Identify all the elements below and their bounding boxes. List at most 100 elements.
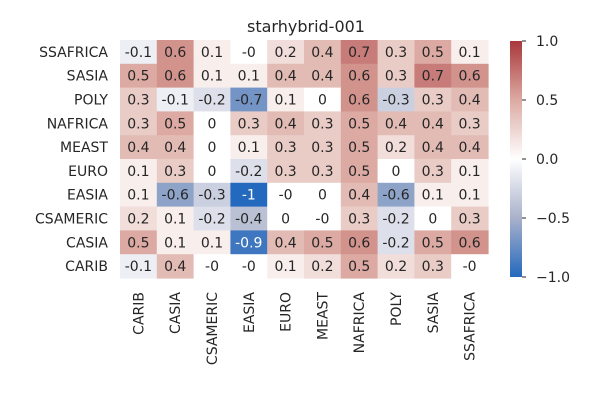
heatmap-cell [377, 254, 415, 279]
heatmap-cell [451, 135, 489, 160]
column-tick-label: MEAST [315, 292, 331, 340]
heatmap-cell [193, 40, 231, 65]
heatmap-cell [451, 206, 489, 231]
heatmap-cell [230, 254, 268, 279]
cell-value-label: 0.4 [385, 116, 407, 132]
heatmap-cell [340, 135, 379, 160]
cell-value-label: 0.5 [348, 164, 370, 180]
cell-value-label: 0.1 [127, 188, 149, 204]
cell-value-label: 0.3 [127, 116, 149, 132]
heatmap-cell [193, 206, 231, 231]
heatmap-cell [304, 135, 342, 160]
cell-value-label: -0.7 [235, 93, 262, 109]
heatmap-cell [304, 63, 342, 89]
heatmap-cell [304, 111, 342, 136]
heatmap-cell [414, 254, 452, 279]
heatmap-cell [340, 230, 379, 255]
heatmap-cell [267, 206, 305, 231]
row-tick-label: POLY [74, 93, 108, 109]
heatmap-cell [304, 254, 342, 279]
heatmap-cell [156, 40, 195, 65]
cell-value-label: 0.3 [311, 164, 333, 180]
heatmap-cell [340, 87, 379, 112]
heatmap-cell [156, 182, 195, 208]
heatmap-cell [267, 159, 305, 184]
colorbar-tick-label: 0.0 [536, 152, 558, 168]
cell-value-label: 0.1 [238, 140, 260, 156]
cell-value-label: 0.6 [348, 69, 370, 85]
cell-value-label: 0.4 [311, 45, 333, 61]
heatmap-cell [230, 230, 268, 255]
cell-value-label: 0.3 [274, 164, 296, 180]
heatmap-cell [120, 206, 158, 231]
cell-value-label: -0.6 [382, 188, 409, 204]
cell-value-label: 0.1 [201, 69, 223, 85]
cell-value-label: 0.5 [422, 45, 444, 61]
cell-value-label: 0.2 [127, 212, 149, 228]
heatmap-cell [193, 159, 231, 184]
cell-value-label: 0.5 [164, 116, 186, 132]
heatmap-cell [230, 87, 268, 112]
heatmap-cell [377, 40, 415, 65]
cell-value-label: 0 [208, 116, 217, 132]
heatmap-cell [230, 182, 268, 208]
heatmap-cell [230, 63, 268, 89]
row-tick-label: NAFRICA [47, 116, 109, 132]
heatmap-cell [414, 159, 452, 184]
cell-value-label: 0.6 [458, 69, 480, 85]
heatmap-cell [304, 87, 342, 112]
cell-value-label: 0.1 [164, 212, 186, 228]
cell-value-label: 0.4 [348, 188, 370, 204]
heatmap-cell [304, 159, 342, 184]
row-tick-label: SASIA [67, 69, 109, 85]
cell-value-label: 0.4 [458, 140, 480, 156]
heatmap-cell [451, 40, 489, 65]
heatmap-cell [451, 63, 489, 89]
cell-value-label: -0.4 [235, 212, 262, 228]
cell-value-label: 0.3 [348, 212, 370, 228]
heatmap-cell [156, 159, 195, 184]
cell-value-label: 0.5 [127, 235, 149, 251]
cell-value-label: 0.4 [458, 93, 480, 109]
heatmap-cell [340, 111, 379, 136]
cell-value-label: 0.3 [238, 116, 260, 132]
cell-value-label: 0.5 [348, 116, 370, 132]
cell-value-label: 0.1 [458, 164, 480, 180]
cell-value-label: 0.6 [348, 93, 370, 109]
heatmap-cell [193, 135, 231, 160]
cell-value-label: 0.5 [127, 69, 149, 85]
heatmap-cell [451, 87, 489, 112]
cell-value-label: 0.4 [274, 235, 296, 251]
heatmap-cell [120, 135, 158, 160]
cell-value-label: 0.4 [274, 69, 296, 85]
cell-value-label: -0 [242, 45, 256, 61]
heatmap-cell [414, 111, 452, 136]
heatmap-cell [304, 230, 342, 255]
heatmap-cell [230, 159, 268, 184]
heatmap-cell [267, 111, 305, 136]
column-tick-label: EASIA [242, 292, 258, 333]
row-tick-label: CASIA [66, 235, 108, 251]
heatmap-cell [377, 63, 415, 89]
column-tick-label: SSAFRICA [463, 292, 479, 361]
heatmap-cell [193, 254, 231, 279]
cell-value-label: 0.1 [422, 188, 444, 204]
heatmap-cell [267, 254, 305, 279]
heatmap-cell [193, 111, 231, 136]
heatmap-cell [267, 135, 305, 160]
cell-value-label: -0.1 [125, 45, 152, 61]
heatmap-cell [267, 40, 305, 65]
cell-value-label: 0.3 [422, 93, 444, 109]
cell-value-label: 0.1 [238, 69, 260, 85]
cell-value-label: -0.2 [382, 235, 409, 251]
heatmap-cell [414, 87, 452, 112]
cell-value-label: 0.7 [348, 45, 370, 61]
heatmap-cell [304, 182, 342, 208]
heatmap-cell [230, 135, 268, 160]
column-tick-label: POLY [389, 292, 405, 326]
heatmap-cell [451, 182, 489, 208]
heatmap-cell [120, 159, 158, 184]
cell-value-label: 0.2 [385, 140, 407, 156]
heatmap-cell [451, 159, 489, 184]
cell-value-label: 0.5 [348, 259, 370, 275]
